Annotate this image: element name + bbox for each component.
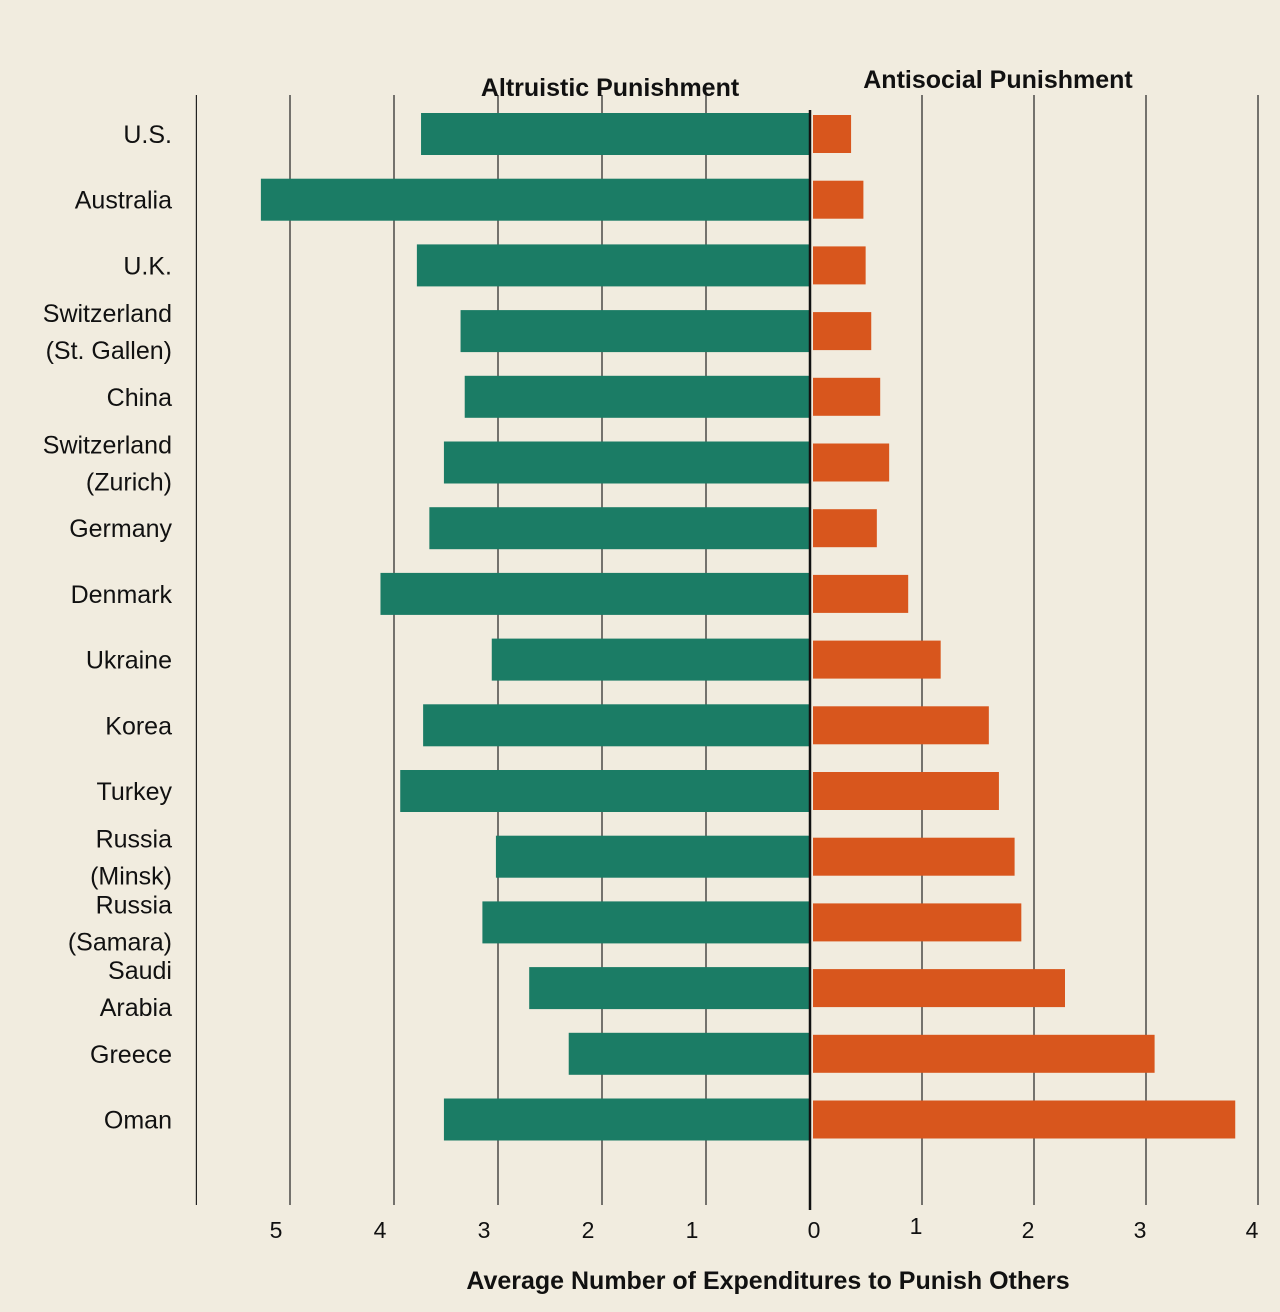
tick-left-2: 2 xyxy=(582,1217,595,1243)
category-label-germany: Germany xyxy=(69,515,172,543)
bar-antisocial-korea xyxy=(813,706,989,745)
bar-antisocial-greece xyxy=(813,1034,1155,1073)
bar-altruistic-russia-samara xyxy=(482,901,810,944)
category-label-u-k: U.K. xyxy=(123,252,172,280)
x-axis-label: Average Number of Expenditures to Punish… xyxy=(466,1267,1069,1295)
category-label-australia: Australia xyxy=(75,187,172,215)
category-label-greece: Greece xyxy=(90,1041,172,1069)
category-label-oman: Oman xyxy=(104,1107,172,1135)
bar-altruistic-switzerland-zurich xyxy=(443,441,810,484)
tick-left-5: 5 xyxy=(270,1217,283,1243)
title-antisocial: Antisocial Punishment xyxy=(863,66,1133,94)
bar-antisocial-saudi-arabia xyxy=(813,969,1065,1008)
bar-antisocial-turkey xyxy=(813,772,999,810)
category-label-saudi-arabia: Saudi Arabia xyxy=(100,957,172,1022)
category-label-ukraine: Ukraine xyxy=(86,647,172,675)
bar-altruistic-germany xyxy=(429,507,810,550)
bar-antisocial-russia-minsk xyxy=(813,837,1015,876)
tick-right-4: 4 xyxy=(1246,1217,1259,1243)
bar-altruistic-greece xyxy=(568,1032,810,1075)
bar-altruistic-denmark xyxy=(380,572,810,615)
bar-altruistic-u-k xyxy=(416,244,810,287)
tick-left-1: 1 xyxy=(686,1217,699,1243)
tick-left-3: 3 xyxy=(478,1217,491,1243)
bar-altruistic-u-s xyxy=(421,113,810,155)
tick-right-1: 1 xyxy=(910,1213,923,1239)
bar-antisocial-oman xyxy=(813,1100,1236,1139)
bar-antisocial-china xyxy=(813,377,881,416)
bar-altruistic-korea xyxy=(423,704,810,747)
tick-right-3: 3 xyxy=(1134,1217,1147,1243)
category-label-switzerland-zurich: Switzerland (Zurich) xyxy=(43,432,172,497)
category-labels: U.S. Australia U.K. Switzerland (St. Gallen)… xyxy=(43,121,173,1135)
bar-antisocial-switzerland-zurich xyxy=(813,443,890,482)
bar-antisocial-ukraine xyxy=(813,640,941,679)
category-label-switzerland-st-gallen: Switzerland (St. Gallen) xyxy=(43,300,172,365)
category-label-turkey: Turkey xyxy=(97,778,173,806)
bar-altruistic-china xyxy=(464,375,810,418)
category-label-denmark: Denmark xyxy=(71,581,173,609)
tick-left-4: 4 xyxy=(374,1217,387,1243)
bar-altruistic-saudi-arabia xyxy=(529,967,810,1010)
bar-antisocial-germany xyxy=(813,509,877,548)
bar-antisocial-switzerland-st-gallen xyxy=(813,312,872,351)
bar-altruistic-ukraine xyxy=(491,638,810,681)
bar-altruistic-oman xyxy=(443,1098,810,1141)
category-label-russia-samara: Russia (Samara) xyxy=(68,891,172,956)
bar-altruistic-turkey xyxy=(400,770,810,812)
tick-labels: 5 4 3 2 1 0 1 2 3 4 xyxy=(270,1213,1259,1243)
bar-altruistic-russia-minsk xyxy=(495,835,810,878)
category-label-u-s: U.S. xyxy=(123,121,172,149)
bar-antisocial-denmark xyxy=(813,574,909,613)
tick-left-0: 0 xyxy=(808,1217,821,1243)
title-altruistic: Altruistic Punishment xyxy=(481,74,740,102)
bar-antisocial-russia-samara xyxy=(813,903,1022,942)
bar-altruistic-switzerland-st-gallen xyxy=(460,310,810,353)
bar-antisocial-u-s xyxy=(813,115,852,153)
category-label-china: China xyxy=(107,384,172,412)
bar-antisocial-u-k xyxy=(813,246,866,285)
category-label-russia-minsk: Russia (Minsk) xyxy=(90,826,172,891)
bars xyxy=(260,113,1236,1141)
tick-right-2: 2 xyxy=(1022,1217,1035,1243)
bar-altruistic-australia xyxy=(260,178,810,221)
bar-antisocial-australia xyxy=(813,180,864,219)
category-label-korea: Korea xyxy=(105,712,172,740)
